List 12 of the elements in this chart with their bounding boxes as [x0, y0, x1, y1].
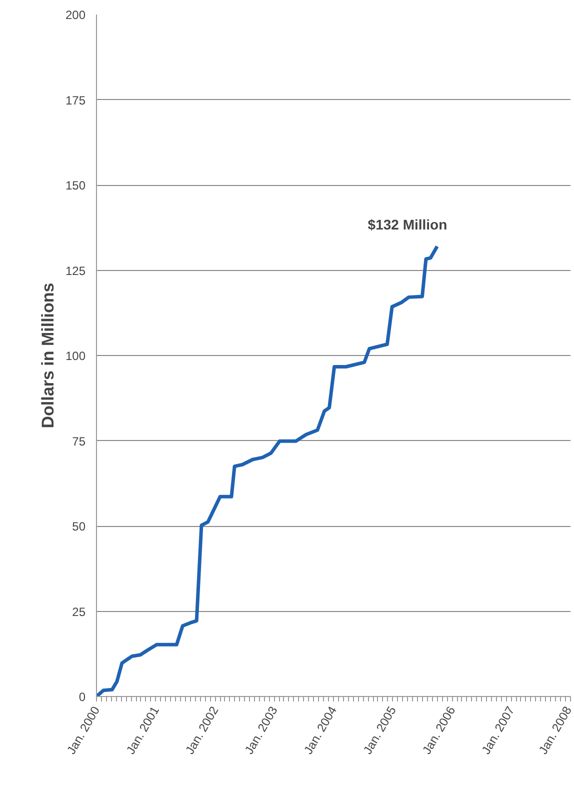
- y-tick-label: 100: [65, 349, 86, 363]
- y-tick-label: 150: [65, 178, 86, 192]
- y-tick-label: 125: [65, 264, 86, 278]
- y-tick-label: 175: [65, 93, 86, 108]
- y-tick-label: 0: [78, 690, 86, 704]
- line-series: [96, 244, 439, 696]
- y-axis-title: Dollars in Millions: [38, 282, 58, 428]
- y-tick-label: 50: [72, 520, 86, 534]
- y-tick-label: 75: [72, 434, 86, 448]
- annotation: $132 Million: [368, 216, 448, 232]
- y-tick-label: 200: [65, 8, 86, 22]
- y-tick-label: 25: [72, 604, 86, 619]
